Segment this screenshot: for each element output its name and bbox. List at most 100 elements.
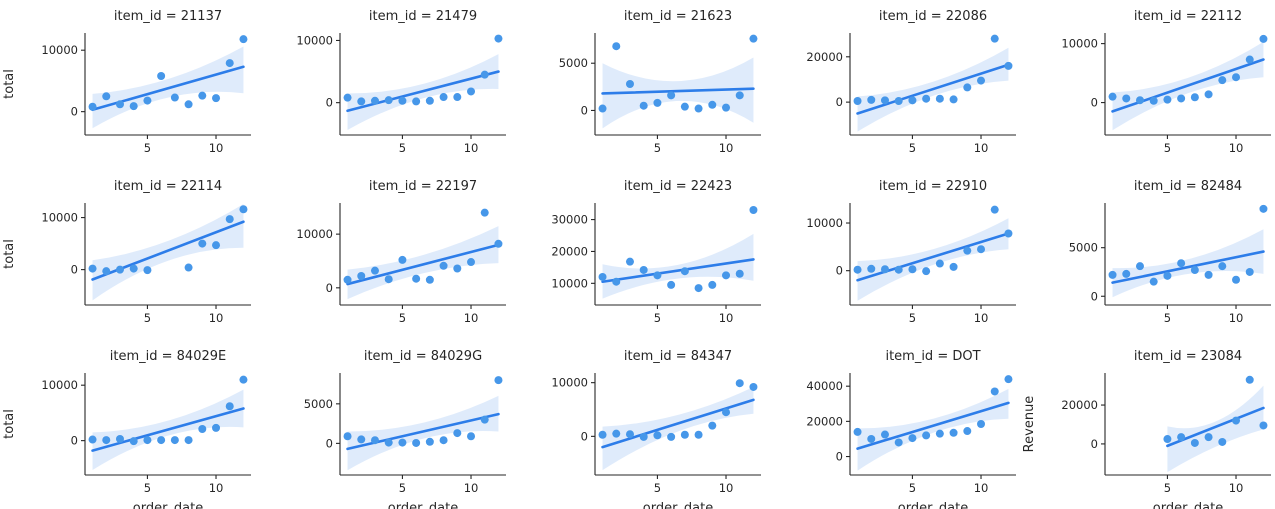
y-tick-label: 10000 <box>296 33 333 47</box>
x-axis-label: order_date <box>388 501 458 509</box>
data-point <box>1218 262 1227 271</box>
data-point <box>625 257 634 266</box>
data-point <box>1232 416 1241 425</box>
data-point <box>867 264 876 273</box>
facet-plot: 0 10000 5 10 item_id = 21479 <box>296 9 506 155</box>
data-point <box>612 42 621 51</box>
data-point <box>639 432 648 441</box>
data-point <box>157 72 166 81</box>
data-point <box>115 434 124 443</box>
data-point <box>694 430 703 439</box>
data-point <box>694 104 703 113</box>
confidence-band <box>602 386 754 471</box>
facet-plot: 0 10000 5 10 item_id = 22114 total <box>2 179 251 325</box>
facet-plot: 0 20000 5 10 item_id = 22086 <box>806 9 1016 155</box>
data-point <box>1245 375 1254 384</box>
data-point <box>977 245 986 254</box>
data-point <box>184 436 193 445</box>
y-axis-label: Revenue <box>1022 396 1037 453</box>
x-tick-label: 10 <box>974 311 989 325</box>
x-tick-label: 10 <box>209 311 224 325</box>
confidence-band <box>1112 229 1264 298</box>
x-tick-label: 10 <box>464 311 479 325</box>
data-point <box>1149 96 1158 105</box>
x-tick-label: 5 <box>144 311 151 325</box>
data-point <box>1163 271 1172 280</box>
x-axis-label: order_date <box>1153 501 1223 509</box>
facet-title: item_id = 82484 <box>1134 179 1242 194</box>
data-point <box>749 382 758 391</box>
y-tick-label: 10000 <box>551 276 588 290</box>
y-tick-label: 0 <box>71 434 78 448</box>
data-point <box>225 402 234 411</box>
data-point <box>129 264 138 273</box>
confidence-band <box>602 57 754 129</box>
regression-line <box>856 401 1010 450</box>
y-tick-label: 0 <box>836 450 843 464</box>
data-point <box>935 429 944 438</box>
data-point <box>1259 34 1268 43</box>
data-point <box>639 265 648 274</box>
data-point <box>625 80 634 88</box>
y-tick-label: 10000 <box>551 376 588 390</box>
data-point <box>680 430 689 439</box>
confidence-band <box>92 204 244 301</box>
data-point <box>343 275 352 284</box>
data-point <box>1218 437 1227 446</box>
y-tick-label: 30000 <box>551 213 588 227</box>
data-point <box>880 96 889 105</box>
data-point <box>949 428 958 437</box>
facet-title: item_id = 22112 <box>1134 9 1242 24</box>
y-tick-label: 0 <box>836 95 843 109</box>
x-tick-label: 5 <box>909 481 916 495</box>
data-point <box>1108 92 1117 101</box>
x-tick-label: 5 <box>1164 141 1171 155</box>
data-point <box>143 96 152 105</box>
data-point <box>977 76 986 85</box>
data-point <box>467 432 476 441</box>
data-point <box>667 432 676 441</box>
data-point <box>102 436 111 445</box>
data-point <box>494 34 503 43</box>
facet-plot: 0 5000 5 10 item_id = 21623 <box>559 9 761 155</box>
x-tick-label: 5 <box>909 141 916 155</box>
data-point <box>612 429 621 438</box>
x-tick-label: 5 <box>654 481 661 495</box>
data-point <box>170 436 179 445</box>
y-tick-label: 10000 <box>41 43 78 57</box>
data-point <box>143 436 152 445</box>
facet-title: item_id = 21479 <box>369 9 477 24</box>
data-point <box>1149 277 1158 286</box>
data-point <box>735 269 744 278</box>
facet-plot: 0 5000 5 10 item_id = 82484 <box>1069 179 1271 325</box>
x-tick-label: 10 <box>1229 141 1244 155</box>
data-point <box>598 430 607 439</box>
facet-plot: 0 20000 5 10 item_id = 23084 Revenue order_dat… <box>1022 349 1271 509</box>
y-tick-label: 10000 <box>1061 37 1098 51</box>
data-point <box>129 102 138 111</box>
data-point <box>412 97 421 106</box>
data-point <box>653 271 662 280</box>
y-tick-label: 5000 <box>1069 241 1098 255</box>
facet-cell: 0 10000 5 10 item_id = 22197 <box>255 170 510 340</box>
data-point <box>384 438 393 447</box>
data-point <box>1259 204 1268 213</box>
confidence-band <box>347 226 499 300</box>
data-point <box>935 94 944 103</box>
data-point <box>239 205 248 214</box>
data-point <box>1245 267 1254 276</box>
facet-cell: 0 5000 5 10 item_id = 82484 <box>1020 170 1275 340</box>
data-point <box>977 420 986 428</box>
data-point <box>922 94 931 103</box>
data-point <box>1232 275 1241 284</box>
facet-cell: 0 10000 5 10 item_id = 22114 total <box>0 170 255 340</box>
y-tick-label: 0 <box>581 429 588 443</box>
facet-cell: 0 10000 5 10 item_id = 84347 order_date <box>510 340 765 509</box>
data-point <box>963 427 972 436</box>
data-point <box>894 265 903 274</box>
data-point <box>88 264 97 273</box>
x-axis-label: order_date <box>133 501 203 509</box>
facet-cell: 0 10000 5 10 item_id = 22112 <box>1020 0 1275 170</box>
x-tick-label: 5 <box>654 141 661 155</box>
